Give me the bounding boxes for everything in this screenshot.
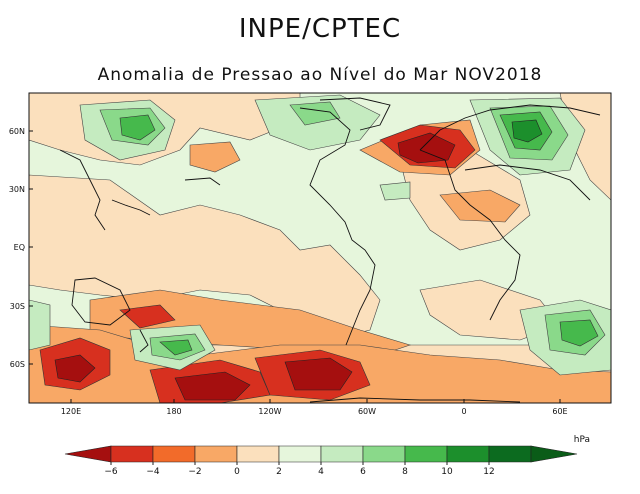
lon-tick-label: 120W (258, 407, 281, 416)
colorbar-units: hPa (574, 435, 590, 445)
axis-ticks (29, 130, 561, 403)
colorbar-labels: −6 −4 −2 0 2 4 6 8 10 12 (104, 462, 495, 477)
map-subtitle: Anomalia de Pressao ao Nível do Mar NOV2… (97, 65, 543, 85)
colorbar-segment (488, 445, 532, 463)
colorbar-segment (194, 445, 238, 463)
colorbar-label: 6 (360, 467, 366, 477)
colorbar: hPa −6 −4 −2 0 2 4 6 8 10 12 (64, 435, 590, 477)
colorbar-label: 8 (402, 467, 408, 477)
colorbar-label: 4 (318, 467, 324, 477)
lon-tick-label: 60E (552, 407, 567, 416)
colorbar-label: 0 (234, 467, 240, 477)
colorbar-label: −6 (104, 467, 118, 477)
lon-tick-label: 120E (61, 407, 81, 416)
colorbar-label: 2 (276, 467, 282, 477)
colorbar-label: 12 (483, 467, 494, 477)
map-panel (29, 93, 611, 403)
lat-tick-label: 30N (9, 185, 25, 194)
colorbar-segment (278, 445, 322, 463)
colorbar-label: 10 (441, 467, 453, 477)
extreme-positive-anomalies (511, 119, 543, 143)
lat-tick-label: 60S (10, 360, 25, 369)
extreme-negative-anomalies (54, 132, 456, 401)
colorbar-segment (236, 445, 280, 463)
coastlines (59, 97, 601, 403)
colorbar-segment (152, 445, 196, 463)
map-frame (28, 92, 612, 404)
lon-tick-label: 60W (358, 407, 376, 416)
colorbar-segment (110, 445, 154, 463)
page-title: INPE/CPTEC (238, 14, 402, 44)
lat-tick-label: EQ (14, 243, 25, 252)
colorbar-label: −2 (188, 467, 201, 477)
colorbar-segment (362, 445, 406, 463)
lat-tick-label: 60N (9, 127, 25, 136)
colorbar-label: −4 (146, 467, 160, 477)
lon-tick-label: 180 (166, 407, 181, 416)
latitude-labels: 60N 30N EQ 30S 60S (9, 127, 25, 369)
colorbar-segment (530, 445, 578, 463)
colorbar-segment (320, 445, 364, 463)
colorbar-segment (64, 445, 112, 463)
lat-tick-label: 30S (10, 302, 25, 311)
colorbar-segment (404, 445, 448, 463)
colorbar-segment (446, 445, 490, 463)
longitude-labels: 120E 180 120W 60W 0 60E (61, 407, 568, 416)
lon-tick-label: 0 (461, 407, 466, 416)
colorbar-segments (64, 445, 578, 463)
